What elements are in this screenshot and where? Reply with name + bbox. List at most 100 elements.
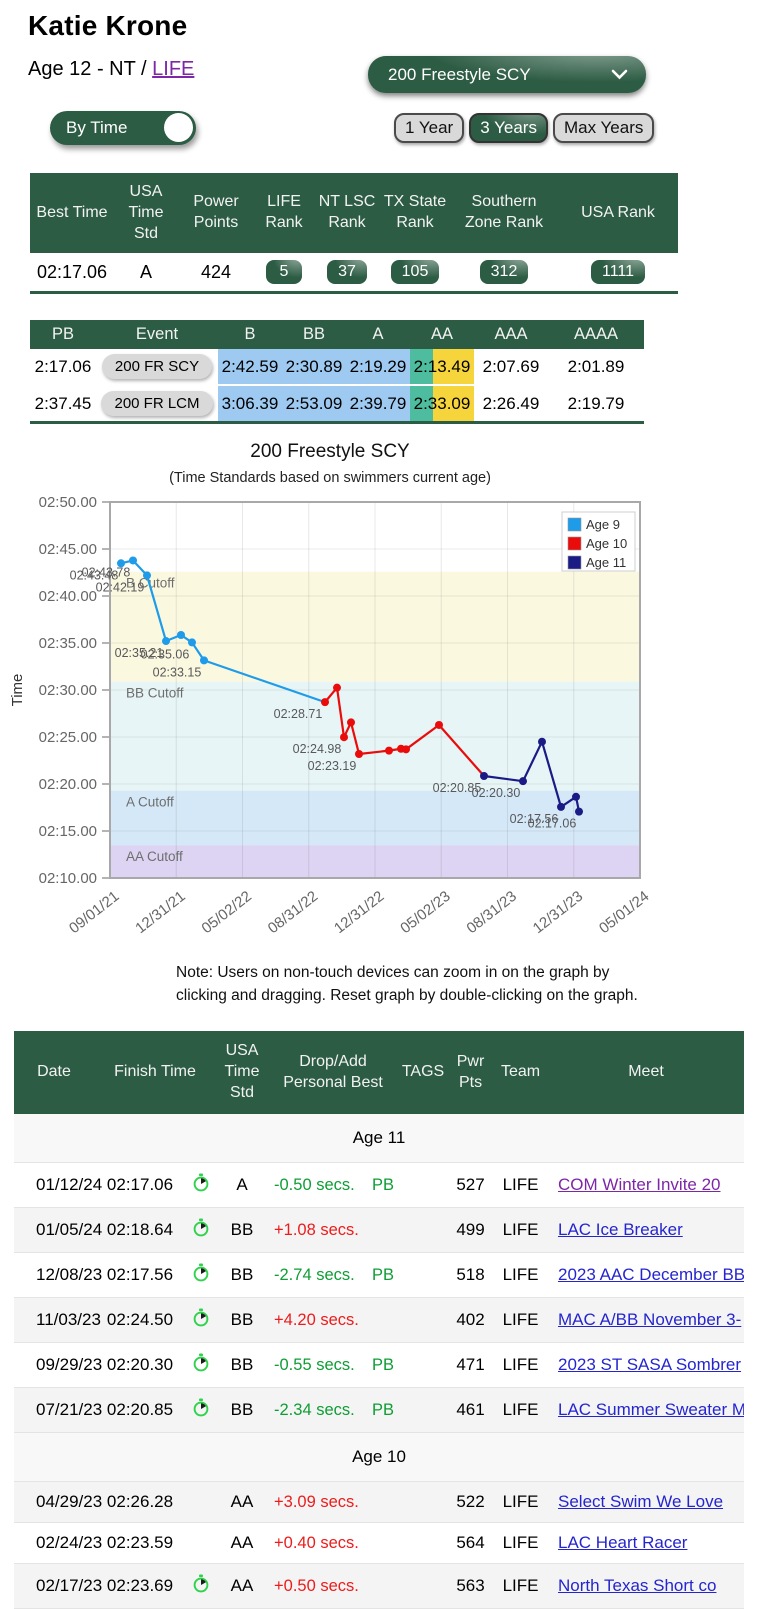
team-code: LIFE — [493, 1162, 549, 1208]
table-row: 2:17.06 200 FR SCY 2:42.59 2:30.89 2:19.… — [30, 349, 644, 387]
x-axis-label: 08/31/22 — [265, 888, 321, 937]
meet-link[interactable]: LAC Summer Sweater M — [558, 1399, 745, 1419]
swim-date: 02/17/23 — [14, 1563, 102, 1609]
meet-link[interactable]: COM Winter Invite 20 — [558, 1174, 721, 1194]
age-section-row: Age 11 — [14, 1113, 745, 1163]
team-link[interactable]: LIFE — [152, 58, 195, 80]
x-axis-label: 05/02/22 — [198, 888, 254, 937]
event-button-lcm[interactable]: 200 FR LCM — [101, 391, 213, 417]
data-point — [188, 638, 196, 647]
b-standard: 2:42.59 — [218, 349, 282, 387]
usa-time-std-value: A — [114, 253, 178, 295]
rank-summary-table: Best Time USA Time Std Power Points LIFE… — [30, 173, 678, 295]
finish-time: 02:17.06 — [94, 1162, 186, 1208]
age-section-label: Age 10 — [14, 1432, 745, 1482]
col-nt-lsc-rank: NT LSC Rank — [314, 173, 380, 254]
data-point-label: 02:43.48 — [70, 569, 119, 583]
swim-date: 02/24/23 — [14, 1522, 102, 1564]
power-points-value: 424 — [178, 253, 254, 295]
aaa-standard: 2:07.69 — [474, 349, 548, 387]
usa-time-std: BB — [216, 1387, 269, 1433]
meet-cell: LAC Ice Breaker — [548, 1207, 745, 1253]
data-point — [519, 777, 527, 786]
stopwatch-cell — [186, 1207, 217, 1253]
event-select[interactable]: 200 Freestyle SCY — [368, 56, 646, 93]
col-date: Date — [14, 1031, 94, 1114]
meet-link[interactable]: LAC Heart Racer — [558, 1532, 688, 1552]
y-axis-label: 02:50.00 — [39, 494, 97, 511]
meet-link[interactable]: North Texas Short co — [558, 1575, 717, 1595]
drop-add-value: +0.50 secs. — [274, 1576, 359, 1595]
col-aaa: AAA — [474, 320, 548, 350]
meet-link[interactable]: 2023 ST SASA Sombrer — [558, 1354, 742, 1374]
col-bb: BB — [282, 320, 346, 350]
col-meet: Meet — [548, 1031, 745, 1114]
usa-time-std: BB — [216, 1342, 269, 1388]
y-axis-label: 02:40.00 — [39, 588, 97, 605]
stopwatch-icon — [193, 1398, 209, 1417]
col-drop-add: Drop/Add Personal Best — [268, 1031, 399, 1114]
drop-add-cell: -2.74 secs. PB — [268, 1252, 399, 1298]
data-point-label: 02:28.71 — [274, 708, 323, 722]
performance-chart[interactable]: 02:50.00 02:45.00 02:40.00 02:35.00 02:30.00… — [0, 488, 758, 956]
by-time-toggle[interactable]: By Time — [50, 111, 196, 145]
range-1-year-button[interactable]: 1 Year — [394, 113, 465, 143]
stopwatch-icon — [193, 1173, 209, 1192]
legend-swatch — [567, 518, 582, 532]
finish-time: 02:20.85 — [94, 1387, 186, 1433]
meet-link[interactable]: Select Swim We Love — [558, 1491, 724, 1511]
col-best-time: Best Time — [30, 173, 114, 254]
meet-cell: 2023 ST SASA Sombrer — [548, 1342, 745, 1388]
toggle-knob[interactable] — [164, 113, 193, 142]
stopwatch-icon — [193, 1353, 209, 1372]
data-point — [402, 745, 410, 754]
finish-time: 02:17.56 — [94, 1252, 186, 1298]
col-b: B — [218, 320, 282, 350]
meet-link[interactable]: LAC Ice Breaker — [558, 1219, 683, 1239]
meet-cell: LAC Summer Sweater M — [548, 1387, 745, 1433]
chart-zone — [110, 791, 640, 846]
usa-time-std: BB — [216, 1297, 269, 1343]
data-point-label: 02:20.85 — [433, 781, 482, 795]
col-team: Team — [493, 1031, 549, 1114]
range-3-years-button[interactable]: 3 Years — [469, 113, 548, 143]
data-point — [143, 571, 151, 580]
col-event: Event — [96, 320, 218, 350]
meet-link[interactable]: MAC A/BB November 3- — [558, 1309, 742, 1329]
swim-date: 01/12/24 — [14, 1162, 102, 1208]
col-usa-rank: USA Rank — [558, 173, 678, 254]
by-time-toggle-label: By Time — [66, 118, 128, 137]
meet-cell: LAC Heart Racer — [548, 1522, 745, 1564]
aaaa-standard: 2:19.79 — [548, 385, 644, 425]
table-row: 02/24/23 02:23.59 AA +0.40 secs. 564 LIFE LAC … — [14, 1522, 745, 1564]
tags-cell — [398, 1252, 449, 1298]
x-axis-label: 09/01/21 — [66, 888, 122, 937]
usa-time-std: AA — [216, 1563, 269, 1609]
team-code: LIFE — [493, 1563, 549, 1609]
table-row: 07/21/23 02:20.85 BB -2.34 secs. PB 461 LIFE LA… — [14, 1387, 745, 1433]
col-southern-zone-rank: Southern Zone Rank — [450, 173, 558, 254]
data-point — [435, 721, 443, 730]
event-button-scy[interactable]: 200 FR SCY — [101, 354, 213, 380]
y-axis-label: 02:45.00 — [39, 541, 97, 558]
nt-lsc-rank-badge: 37 — [327, 260, 367, 284]
power-points: 402 — [448, 1297, 494, 1343]
cutoff-label: A Cutoff — [126, 795, 174, 810]
usa-time-std: AA — [216, 1522, 269, 1564]
pb-badge: PB — [372, 1355, 395, 1374]
aa-standard: 2:13.49 — [410, 349, 474, 387]
power-points: 564 — [448, 1522, 494, 1564]
chart-zone — [110, 845, 640, 879]
cutoff-label: AA Cutoff — [126, 850, 183, 865]
drop-add-cell: +0.40 secs. — [268, 1522, 399, 1564]
team-code: LIFE — [493, 1252, 549, 1298]
chart-subtitle: (Time Standards based on swimmers curren… — [169, 470, 491, 487]
pb-badge: PB — [372, 1400, 395, 1419]
meet-link[interactable]: 2023 AAC December BB — [558, 1264, 745, 1284]
col-tx-state-rank: TX State Rank — [380, 173, 450, 254]
col-a: A — [346, 320, 410, 350]
data-point-label: 02:43.78 — [82, 566, 131, 580]
range-max-years-button[interactable]: Max Years — [552, 113, 655, 143]
data-point-label: 02:23.19 — [308, 759, 357, 773]
col-power-points: Power Points — [178, 173, 254, 254]
